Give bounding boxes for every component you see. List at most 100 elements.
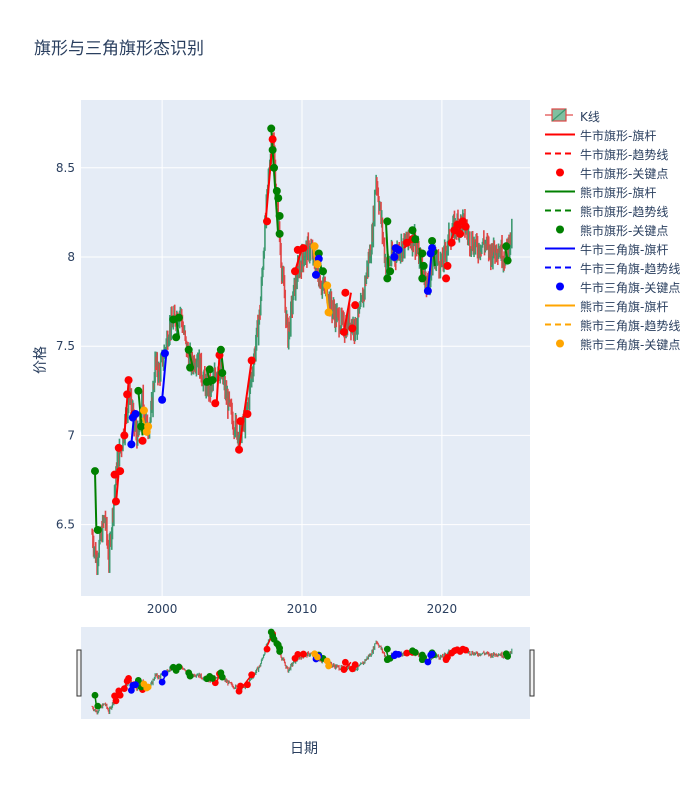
bull-flag-keypoint xyxy=(348,324,357,333)
x-tick-label: 2010 xyxy=(287,602,318,616)
legend-swatch xyxy=(545,266,575,269)
y-tick-label: 7.5 xyxy=(56,339,75,353)
bear-flag-keypoint xyxy=(208,376,217,385)
legend-swatch xyxy=(556,282,564,291)
plot-background xyxy=(81,100,530,596)
bear-flag-keypoint xyxy=(90,467,99,476)
rangeslider-bull-pennant-keypoint xyxy=(424,658,432,666)
bear-flag-keypoint xyxy=(186,363,195,372)
y-tick-label: 7 xyxy=(67,428,75,442)
legend-swatch xyxy=(545,323,575,326)
legend-item[interactable]: 熊市三角旗-旗杆 xyxy=(543,296,698,315)
legend-swatch xyxy=(556,339,564,348)
rangeslider-bull-flag-keypoint xyxy=(237,682,244,690)
legend-item[interactable]: 牛市三角旗-关键点 xyxy=(543,277,698,296)
legend-label: 熊市三角旗-关键点 xyxy=(580,338,681,352)
rangeslider-bear-flag-keypoint xyxy=(91,691,99,699)
bull-flag-keypoint xyxy=(442,274,451,283)
bear-pennant-keypoint xyxy=(313,260,322,269)
legend-item[interactable]: 熊市旗形-关键点 xyxy=(543,220,698,239)
bull-flag-keypoint xyxy=(263,217,272,226)
bull-flag-keypoint xyxy=(341,288,350,297)
legend-label: 熊市三角旗-旗杆 xyxy=(580,300,669,314)
rangeslider-bear-flag-keypoint xyxy=(276,648,284,655)
rangeslider-bear-flag-keypoint xyxy=(218,673,226,681)
legend-label: 熊市旗形-旗杆 xyxy=(580,186,657,200)
rangeslider-bear-flag-keypoint xyxy=(186,672,194,680)
rangeslider-bull-flag-keypoint xyxy=(263,645,271,653)
bear-flag-keypoint xyxy=(267,124,276,133)
bull-flag-keypoint xyxy=(116,467,125,476)
rangeslider-bear-flag-keypoint xyxy=(175,663,183,671)
legend-item[interactable]: 熊市三角旗-关键点 xyxy=(543,334,698,353)
rangeslider-bear-pennant-keypoint xyxy=(325,662,332,670)
rangeslider-bull-flag-keypoint xyxy=(248,671,256,679)
rangeslider-bull-flag-keypoint xyxy=(462,646,470,654)
rangeslider-bull-flag-keypoint xyxy=(112,697,120,705)
bear-flag-keypoint xyxy=(274,194,283,203)
legend: K线牛市旗形-旗杆 牛市旗形-趋势线 牛市旗形-关键点熊市旗形-旗杆 熊市旗形-趋势线… xyxy=(543,106,698,353)
legend-item[interactable]: 牛市旗形-旗杆 xyxy=(543,125,698,144)
legend-marker xyxy=(556,282,564,291)
legend-swatch xyxy=(556,225,564,234)
legend-label: 牛市三角旗-趋势线 xyxy=(580,262,681,276)
rangeslider-bear-pennant-keypoint xyxy=(144,683,152,691)
y-tick-label: 6.5 xyxy=(56,518,75,532)
bear-pennant-keypoint xyxy=(144,422,153,431)
bear-flag-keypoint xyxy=(418,274,427,283)
legend-label: 牛市旗形-旗杆 xyxy=(580,129,657,143)
bull-flag-keypoint xyxy=(120,431,129,440)
bull-flag-pole xyxy=(342,292,352,333)
legend-item[interactable]: 熊市旗形-旗杆 xyxy=(543,182,698,201)
bull-pennant-keypoint xyxy=(390,253,399,262)
bull-flag-keypoint xyxy=(243,410,252,419)
bear-pennant-keypoint xyxy=(310,242,319,251)
rangeslider-bear-flag-keypoint xyxy=(383,645,391,653)
rangeslider-bear-flag-keypoint xyxy=(94,702,102,710)
x-tick-label: 2020 xyxy=(427,602,458,616)
bear-pennant-pole xyxy=(324,287,330,313)
legend-label: 熊市三角旗-趋势线 xyxy=(580,319,681,333)
legend-label: 牛市三角旗-旗杆 xyxy=(580,243,669,257)
bull-pennant-keypoint xyxy=(158,395,167,404)
bull-pennant-keypoint xyxy=(423,286,432,295)
bear-flag-keypoint xyxy=(205,365,214,374)
rangeslider-bull-flag-keypoint xyxy=(341,658,349,666)
legend-label: 牛市旗形-趋势线 xyxy=(580,148,669,162)
bear-flag-keypoint xyxy=(383,274,392,283)
bull-flag-keypoint xyxy=(138,436,147,445)
x-tick-label: 2000 xyxy=(147,602,178,616)
legend-item[interactable]: 熊市三角旗-趋势线 xyxy=(543,315,698,334)
bear-flag-keypoint xyxy=(174,313,183,322)
bear-flag-keypoint xyxy=(428,236,437,245)
bull-flag-keypoint xyxy=(351,301,360,310)
rangeslider-bear-pennant-keypoint xyxy=(313,653,321,661)
legend-item[interactable]: 熊市旗形-趋势线 xyxy=(543,201,698,220)
legend-swatch xyxy=(545,247,575,250)
bear-flag-keypoint xyxy=(502,242,511,251)
bull-flag-keypoint xyxy=(211,399,220,408)
legend-item[interactable]: 牛市三角旗-旗杆 xyxy=(543,239,698,258)
bull-flag-keypoint xyxy=(461,222,470,231)
legend-item[interactable]: 牛市三角旗-趋势线 xyxy=(543,258,698,277)
rangeslider-bull-flag-keypoint xyxy=(244,681,251,689)
bear-flag-keypoint xyxy=(172,333,181,342)
bull-flag-keypoint xyxy=(124,376,133,385)
legend-item[interactable]: 牛市旗形-关键点 xyxy=(543,163,698,182)
rangeslider-bull-flag-keypoint xyxy=(444,653,451,661)
bull-flag-keypoint xyxy=(236,417,245,426)
bear-flag-keypoint xyxy=(386,267,395,276)
legend-label: 熊市旗形-趋势线 xyxy=(580,205,669,219)
legend-item[interactable]: K线 xyxy=(543,106,698,125)
rangeslider-bull-pennant-keypoint xyxy=(395,650,402,658)
legend-label: 熊市旗形-关键点 xyxy=(580,224,669,238)
legend-swatch xyxy=(545,108,573,122)
legend-item[interactable]: 牛市旗形-趋势线 xyxy=(543,144,698,163)
legend-swatch xyxy=(545,133,575,136)
rangeslider-background xyxy=(81,627,530,719)
bull-flag-keypoint xyxy=(291,267,300,276)
legend-marker xyxy=(556,168,564,177)
legend-marker xyxy=(556,225,564,234)
